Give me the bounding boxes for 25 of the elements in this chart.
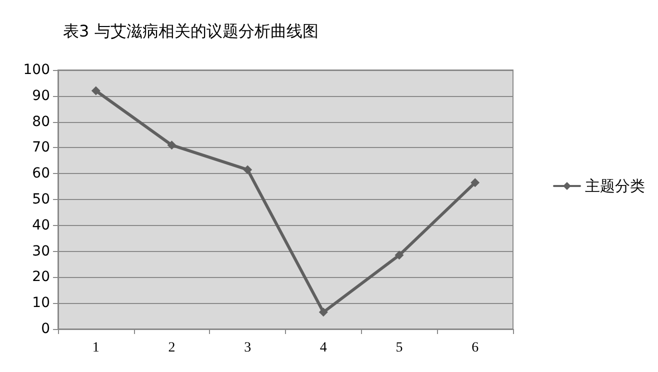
x-tick-label: 3 xyxy=(244,340,252,356)
y-tick-label: 0 xyxy=(41,321,50,337)
point xyxy=(91,86,100,96)
y-tick-label: 30 xyxy=(32,243,50,260)
x-tick-label: 2 xyxy=(168,340,176,356)
y-tick-label: 10 xyxy=(32,295,50,312)
x-tick-label: 4 xyxy=(320,340,327,356)
point xyxy=(394,250,404,260)
y-tick-label: 100 xyxy=(23,62,50,78)
legend-label: 主题分类 xyxy=(585,177,645,195)
y-tick-label: 90 xyxy=(32,88,50,104)
y-tick-label: 70 xyxy=(32,140,50,156)
chart-title: 表3 与艾滋病相关的议题分析曲线图 xyxy=(63,22,318,40)
point xyxy=(243,165,252,174)
point xyxy=(167,140,176,150)
point xyxy=(470,178,480,188)
point xyxy=(318,308,328,317)
x-tick-label: 5 xyxy=(396,340,403,356)
x-tick-label: 1 xyxy=(92,340,100,356)
y-tick-label: 50 xyxy=(32,192,50,208)
y-tick-label: 80 xyxy=(32,114,50,130)
y-tick-label: 20 xyxy=(32,269,50,286)
y-tick-label: 60 xyxy=(32,166,50,182)
x-tick-label: 6 xyxy=(472,340,479,356)
y-tick-label: 40 xyxy=(32,217,50,234)
